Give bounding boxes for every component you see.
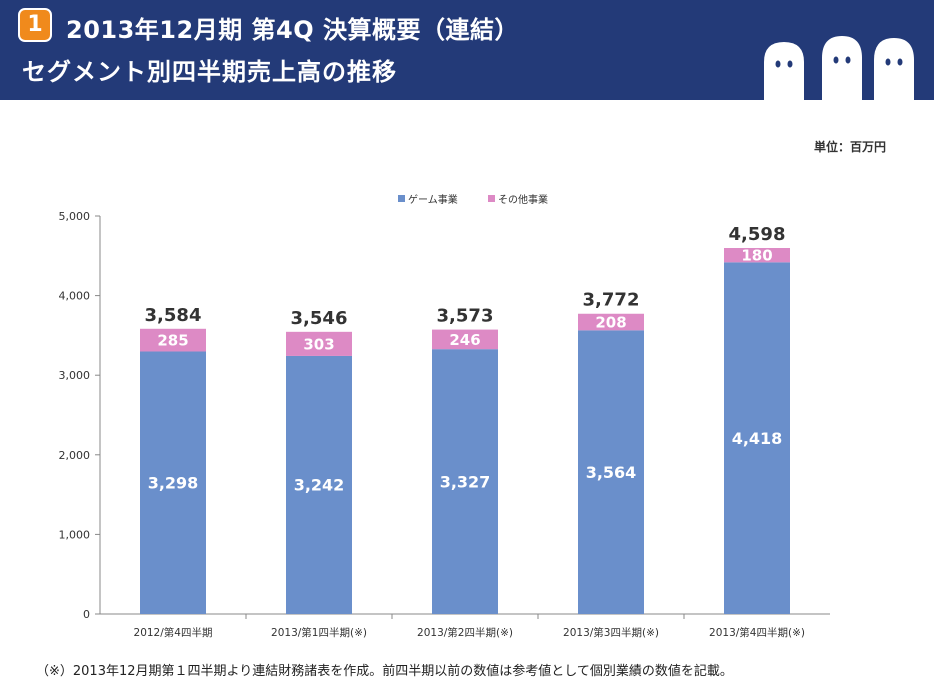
bar-other-segment [286,331,352,356]
bar-game-segment [724,262,790,614]
bar-game-segment [286,355,352,614]
ghost-mascot-icons [764,36,914,100]
unit-label: 単位：百万円 [813,140,886,154]
other-value-label: 246 [449,331,480,349]
legend-swatch-other [488,195,495,202]
y-tick-label: 3,000 [59,369,91,382]
footnote: （※）2013年12月期第１四半期より連結財務諸表を作成。前四半期以前の数値は参… [36,664,733,679]
x-category-label: 2012/第4四半期 [134,626,213,639]
bar-other-segment [724,247,790,263]
total-value-label: 3,772 [583,290,640,311]
x-category-label: 2013/第3四半期(※) [563,626,659,639]
y-tick-label: 2,000 [59,449,91,462]
other-value-label: 208 [595,313,626,331]
legend-label-game: ゲーム事業 [408,193,458,206]
total-value-label: 4,598 [729,224,786,245]
bar-other-segment [578,313,644,331]
game-value-label: 3,242 [294,476,345,495]
other-value-label: 303 [303,335,334,353]
legend-label-other: その他事業 [498,193,548,206]
section-number-badge: 1 [18,8,52,42]
game-value-label: 4,418 [732,429,783,448]
page-title: 2013年12月期 第4Q 決算概要（連結） [66,16,520,44]
bar-other-segment [140,328,206,352]
y-tick-label: 1,000 [59,528,91,541]
bar-game-segment [578,330,644,614]
total-value-label: 3,573 [437,306,494,327]
y-tick-label: 4,000 [59,290,91,303]
legend-swatch-game [398,195,405,202]
bar-other-segment [432,329,498,350]
x-category-label: 2013/第4四半期(※) [709,626,805,639]
game-value-label: 3,298 [148,473,199,492]
page-subtitle: セグメント別四半期売上高の推移 [22,58,397,86]
bar-game-segment [140,351,206,614]
game-value-label: 3,327 [440,472,491,491]
total-value-label: 3,546 [291,308,348,329]
other-value-label: 285 [157,332,188,350]
bar-game-segment [432,349,498,614]
y-tick-label: 0 [83,608,90,621]
y-tick-label: 5,000 [59,210,91,223]
header-banner: 1 2013年12月期 第4Q 決算概要（連結） セグメント別四半期売上高の推移 [0,0,934,100]
x-category-label: 2013/第2四半期(※) [417,626,513,639]
other-value-label: 180 [741,247,772,265]
total-value-label: 3,584 [145,305,202,326]
game-value-label: 3,564 [586,463,637,482]
x-category-label: 2013/第1四半期(※) [271,626,367,639]
